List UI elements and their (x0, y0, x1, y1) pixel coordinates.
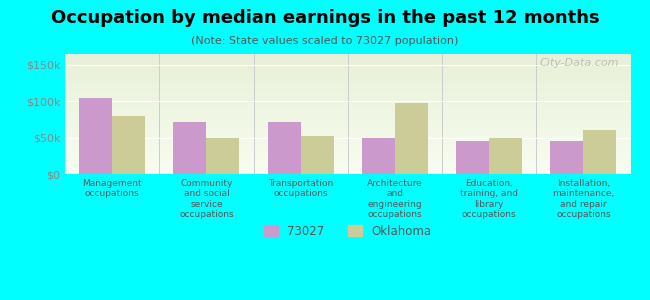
Text: City-Data.com: City-Data.com (540, 58, 619, 68)
Bar (268, 122, 300, 174)
Bar (584, 130, 616, 174)
Bar (300, 136, 333, 174)
Bar (489, 138, 522, 174)
Bar (456, 140, 489, 174)
Legend: 73027, Oklahoma: 73027, Oklahoma (259, 220, 437, 242)
Bar (79, 98, 112, 174)
Bar (174, 122, 207, 174)
Bar (207, 138, 239, 174)
Bar (300, 136, 333, 174)
Bar (489, 138, 522, 174)
Bar (362, 138, 395, 174)
Text: Occupation by median earnings in the past 12 months: Occupation by median earnings in the pas… (51, 9, 599, 27)
Bar (551, 140, 584, 174)
Bar (551, 140, 584, 174)
Bar (362, 138, 395, 174)
Bar (112, 116, 145, 174)
Bar (174, 122, 207, 174)
Bar (456, 140, 489, 174)
Bar (79, 98, 112, 174)
Bar (207, 138, 239, 174)
Bar (395, 103, 428, 174)
Text: (Note: State values scaled to 73027 population): (Note: State values scaled to 73027 popu… (191, 36, 459, 46)
Bar (268, 122, 300, 174)
Bar (584, 130, 616, 174)
Bar (395, 103, 428, 174)
Bar (112, 116, 145, 174)
